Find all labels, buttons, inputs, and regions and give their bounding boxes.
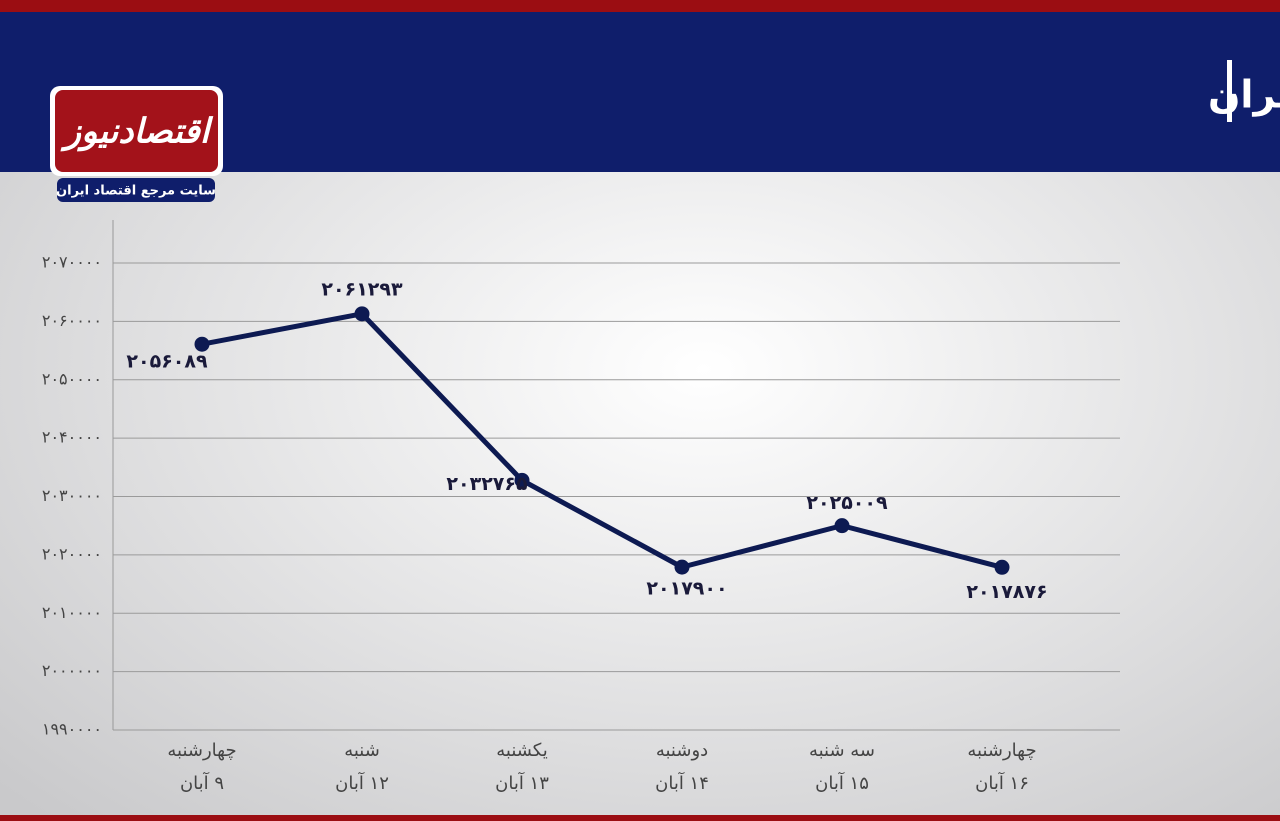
data-label: ۲۰۶۱۲۹۳ bbox=[321, 278, 403, 300]
data-point bbox=[194, 336, 210, 352]
y-tick-label: ۲۰۲۰۰۰۰ bbox=[42, 544, 102, 563]
x-tick-label: ۹ آبان bbox=[180, 771, 224, 794]
data-point bbox=[514, 472, 530, 488]
x-tick-label: شنبه bbox=[344, 740, 380, 761]
logo-box bbox=[55, 90, 218, 172]
y-tick-label: ۲۰۳۰۰۰۰ bbox=[42, 486, 102, 505]
data-label: ۲۰۱۷۹۰۰ bbox=[646, 578, 727, 600]
data-point bbox=[834, 518, 850, 534]
x-tick-label: چهارشنبه bbox=[167, 740, 236, 761]
x-tick-label: ۱۲ آبان bbox=[335, 771, 389, 794]
logo-name: اقتصادنیوز bbox=[60, 112, 214, 152]
x-tick-label: چهارشنبه bbox=[967, 740, 1036, 761]
logo-tagline-box bbox=[57, 178, 215, 202]
x-tick-label: ۱۳ آبان bbox=[495, 771, 549, 794]
data-point bbox=[354, 306, 370, 322]
data-label: ۲۰۱۷۸۷۶ bbox=[966, 581, 1047, 603]
data-label: ۲۰۵۶۰۸۹ bbox=[126, 351, 208, 373]
data-point bbox=[994, 559, 1010, 575]
x-tick-label: ۱۴ آبان bbox=[655, 771, 709, 794]
chart-title: روند تغییرات شاخص کل بورس تهران bbox=[1208, 73, 1280, 118]
data-line bbox=[201, 311, 1003, 570]
x-tick-label: سه شنبه bbox=[809, 740, 875, 761]
data-label: ۲۰۲۵۰۰۹ bbox=[806, 492, 888, 514]
x-tick-label: یکشنبه bbox=[496, 740, 548, 761]
logo-tagline: سایت مرجع اقتصاد ایران bbox=[56, 184, 216, 199]
y-tick-label: ۲۰۶۰۰۰۰ bbox=[42, 311, 102, 330]
y-tick-label: ۲۰۵۰۰۰۰ bbox=[42, 369, 102, 388]
data-point bbox=[674, 559, 690, 575]
y-tick-label: ۱۹۹۰۰۰۰ bbox=[42, 720, 102, 739]
y-tick-label: ۲۰۷۰۰۰۰ bbox=[42, 253, 102, 272]
title-bar bbox=[1227, 60, 1232, 122]
top-stripe bbox=[0, 0, 1280, 12]
x-tick-label: ۱۵ آبان bbox=[815, 771, 869, 794]
x-tick-label: دوشنبه bbox=[656, 740, 708, 761]
bottom-stripe bbox=[0, 815, 1280, 821]
x-tick-label: ۱۶ آبان bbox=[975, 771, 1029, 794]
y-tick-label: ۲۰۰۰۰۰۰ bbox=[42, 661, 102, 680]
data-label: ۲۰۳۲۷۶۵ bbox=[446, 473, 528, 495]
y-tick-label: ۲۰۱۰۰۰۰ bbox=[42, 603, 102, 622]
y-tick-label: ۲۰۴۰۰۰۰ bbox=[42, 428, 102, 447]
